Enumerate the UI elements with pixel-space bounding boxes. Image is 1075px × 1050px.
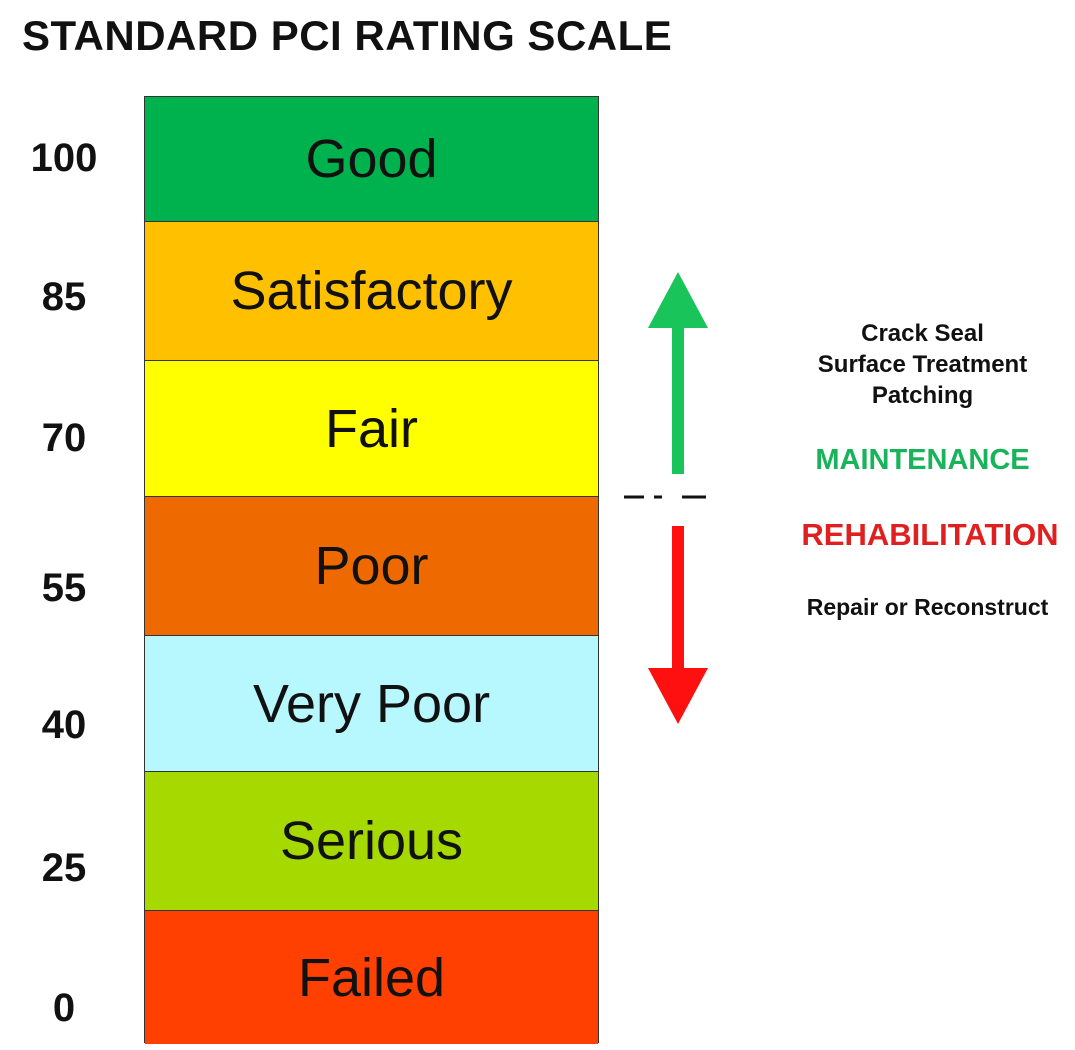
arrow-down-icon <box>648 526 708 724</box>
band-label-failed: Failed <box>297 947 446 1008</box>
page-title: STANDARD PCI RATING SCALE <box>22 12 673 59</box>
band-satisfactory: Satisfactory <box>145 221 598 360</box>
scale-label-55: 55 <box>41 566 87 610</box>
scale-label-70: 70 <box>41 416 87 460</box>
rehabilitation-label: REHABILITATION <box>801 517 1059 552</box>
maintenance-treatments: Crack Seal Surface Treatment Patching <box>780 318 1065 411</box>
pci-rating-bar: Good Satisfactory Fair Poor Very Poor Se… <box>144 96 599 1044</box>
treatment-crack-seal: Crack Seal <box>861 320 984 347</box>
band-label-poor: Poor <box>314 536 429 596</box>
band-poor: Poor <box>145 496 598 635</box>
treatment-surface-treatment: Surface Treatment <box>817 351 1028 378</box>
band-fair: Fair <box>145 360 598 496</box>
band-label-very-poor: Very Poor <box>252 673 491 734</box>
band-label-fair: Fair <box>325 398 418 459</box>
treatment-patching: Patching <box>871 382 974 409</box>
arrow-up-icon <box>648 272 708 474</box>
scale-label-100: 100 <box>30 136 98 180</box>
scale-label-25: 25 <box>41 846 87 890</box>
band-label-serious: Serious <box>279 811 464 871</box>
scale-label-0: 0 <box>52 986 76 1030</box>
scale-label-85: 85 <box>41 275 87 319</box>
scale-label-40: 40 <box>41 703 87 747</box>
maintenance-label: MAINTENANCE <box>815 444 1030 476</box>
band-label-good: Good <box>305 129 438 189</box>
pci-scale-axis: 100 85 70 55 40 25 0 <box>0 0 130 1050</box>
band-good: Good <box>145 97 598 221</box>
band-very-poor: Very Poor <box>145 635 598 771</box>
treatment-arrows <box>624 272 708 724</box>
repair-label: Repair or Reconstruct <box>806 594 1049 620</box>
band-failed: Failed <box>145 910 598 1044</box>
band-label-satisfactory: Satisfactory <box>230 261 513 321</box>
band-serious: Serious <box>145 771 598 910</box>
